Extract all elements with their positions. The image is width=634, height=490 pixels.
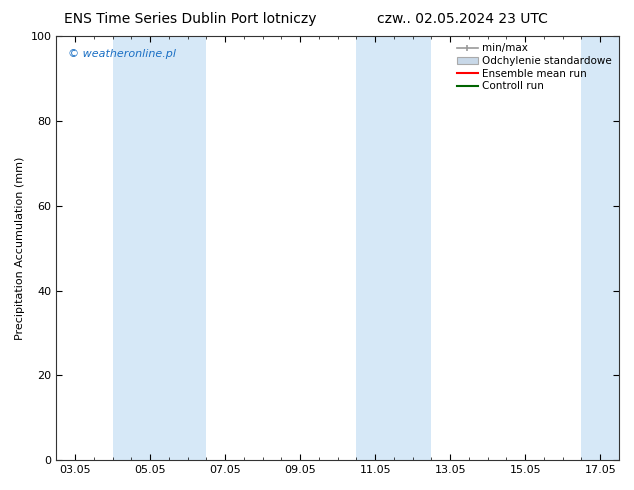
Bar	[150, 36, 207, 460]
Legend: min/max, Odchylenie standardowe, Ensemble mean run, Controll run: min/max, Odchylenie standardowe, Ensembl…	[455, 41, 614, 93]
Y-axis label: Precipitation Accumulation (mm): Precipitation Accumulation (mm)	[15, 156, 25, 340]
Text: ENS Time Series Dublin Port lotniczy: ENS Time Series Dublin Port lotniczy	[64, 12, 316, 26]
Text: czw.. 02.05.2024 23 UTC: czw.. 02.05.2024 23 UTC	[377, 12, 548, 26]
Text: © weatheronline.pl: © weatheronline.pl	[68, 49, 176, 59]
Bar	[581, 36, 619, 460]
Bar	[356, 36, 432, 460]
Bar	[113, 36, 150, 460]
